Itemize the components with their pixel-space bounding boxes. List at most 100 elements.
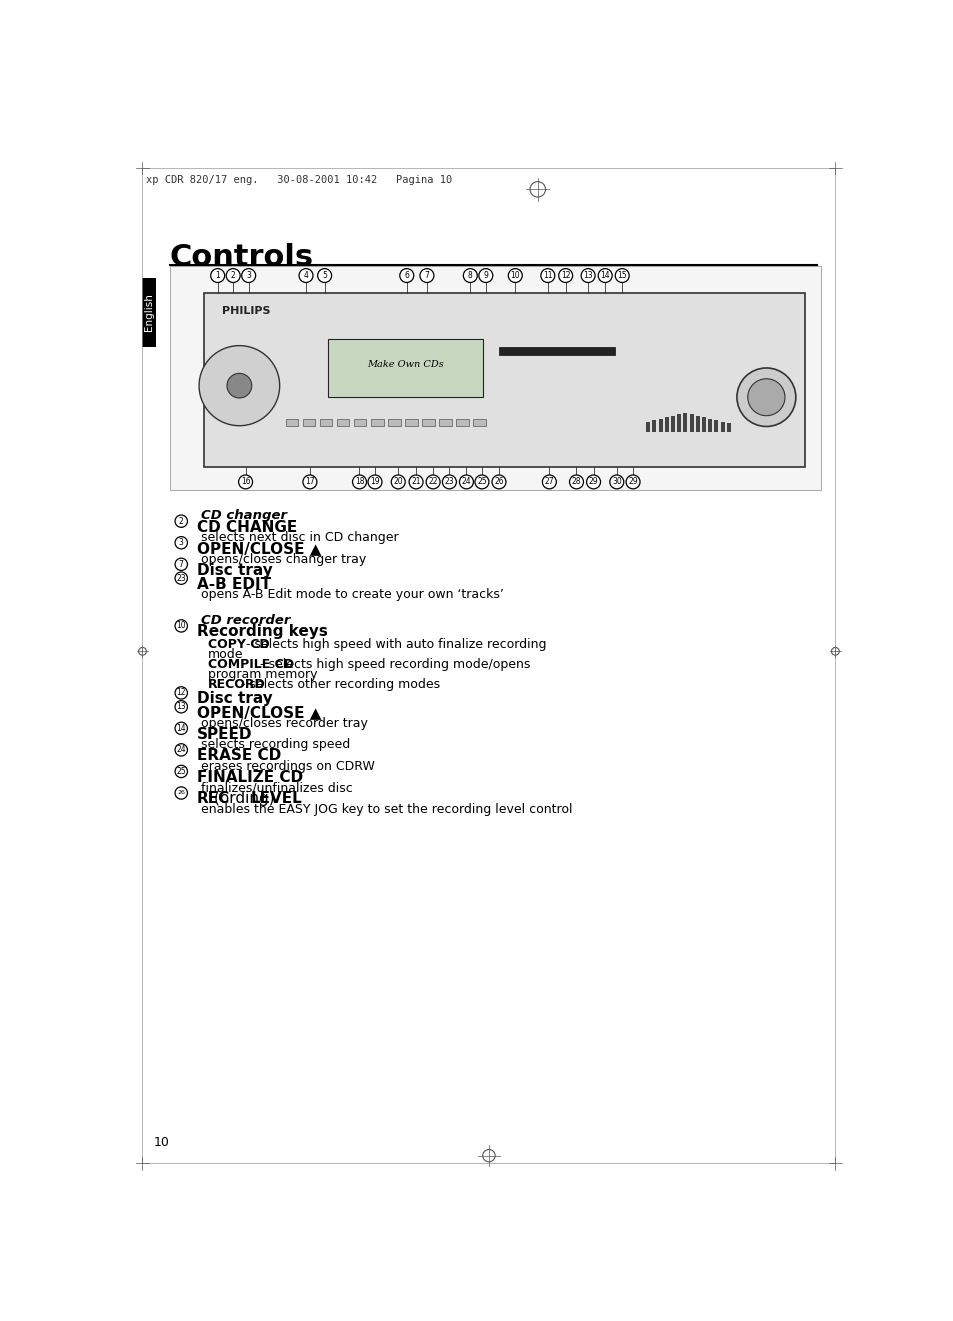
FancyBboxPatch shape	[286, 419, 298, 427]
Text: 23: 23	[444, 477, 454, 486]
FancyBboxPatch shape	[645, 421, 649, 432]
Text: 14: 14	[176, 724, 186, 733]
FancyBboxPatch shape	[405, 419, 417, 427]
FancyBboxPatch shape	[677, 415, 680, 432]
Text: enables the EASY JOG key to set the recording level control: enables the EASY JOG key to set the reco…	[200, 803, 572, 816]
Text: CD CHANGE: CD CHANGE	[196, 519, 296, 535]
Circle shape	[609, 476, 623, 489]
Text: 10: 10	[510, 271, 519, 280]
Text: opens/closes recorder tray: opens/closes recorder tray	[200, 717, 367, 729]
Text: 25: 25	[176, 768, 186, 775]
Circle shape	[399, 268, 414, 283]
Circle shape	[174, 744, 187, 756]
Text: 3: 3	[246, 271, 251, 280]
Text: 18: 18	[355, 477, 364, 486]
Circle shape	[174, 787, 187, 799]
Circle shape	[303, 476, 316, 489]
Text: SPEED: SPEED	[196, 727, 252, 742]
Circle shape	[226, 268, 240, 283]
Text: Recording keys: Recording keys	[196, 625, 327, 639]
Text: 13: 13	[176, 703, 186, 711]
Circle shape	[317, 268, 332, 283]
FancyBboxPatch shape	[707, 419, 711, 432]
Circle shape	[409, 476, 422, 489]
Text: OPEN/CLOSE ▲: OPEN/CLOSE ▲	[196, 542, 321, 556]
Text: 27: 27	[544, 477, 554, 486]
Text: 13: 13	[582, 271, 593, 280]
Circle shape	[199, 346, 279, 425]
Text: 7: 7	[424, 271, 429, 280]
Circle shape	[368, 476, 381, 489]
Circle shape	[747, 379, 784, 416]
Text: opens A-B Edit mode to create your own ‘tracks’: opens A-B Edit mode to create your own ‘…	[200, 588, 503, 601]
Circle shape	[540, 268, 555, 283]
Text: LEVEL: LEVEL	[251, 791, 302, 806]
Circle shape	[508, 268, 521, 283]
Text: 2: 2	[178, 517, 183, 526]
Circle shape	[558, 268, 572, 283]
Circle shape	[174, 723, 187, 734]
Text: 5: 5	[322, 271, 327, 280]
Text: REC: REC	[196, 791, 230, 806]
Circle shape	[736, 369, 795, 427]
FancyBboxPatch shape	[319, 419, 332, 427]
FancyBboxPatch shape	[670, 416, 674, 432]
Text: selects recording speed: selects recording speed	[200, 738, 350, 752]
Circle shape	[174, 572, 187, 584]
Text: English: English	[144, 293, 154, 332]
Text: 29: 29	[628, 477, 638, 486]
Circle shape	[211, 268, 224, 283]
Circle shape	[542, 476, 556, 489]
Circle shape	[174, 765, 187, 778]
Text: 10: 10	[176, 621, 186, 630]
Text: - selects high speed with auto finalize recording: - selects high speed with auto finalize …	[242, 638, 546, 651]
Text: Controls: Controls	[170, 243, 314, 272]
Circle shape	[492, 476, 505, 489]
Circle shape	[227, 374, 252, 398]
Text: 11: 11	[542, 271, 552, 280]
Circle shape	[174, 700, 187, 713]
Circle shape	[174, 620, 187, 631]
Text: Disc tray: Disc tray	[196, 691, 273, 707]
Text: Disc tray: Disc tray	[196, 563, 273, 577]
Text: OPEN/CLOSE ▲: OPEN/CLOSE ▲	[196, 705, 321, 720]
Circle shape	[615, 268, 629, 283]
Circle shape	[586, 476, 599, 489]
Text: 30: 30	[611, 477, 621, 486]
Text: - selects high speed recording mode/opens: - selects high speed recording mode/open…	[256, 658, 530, 671]
Text: 16: 16	[240, 477, 250, 486]
Circle shape	[625, 476, 639, 489]
Text: 28: 28	[571, 477, 580, 486]
Text: 12: 12	[560, 271, 570, 280]
FancyBboxPatch shape	[388, 419, 400, 427]
FancyBboxPatch shape	[354, 419, 366, 427]
FancyBboxPatch shape	[714, 420, 718, 432]
FancyBboxPatch shape	[682, 412, 686, 432]
Text: ERASE CD: ERASE CD	[196, 748, 281, 764]
Circle shape	[598, 268, 612, 283]
Text: 20: 20	[393, 477, 402, 486]
FancyBboxPatch shape	[720, 421, 723, 432]
Text: CD recorder: CD recorder	[200, 613, 290, 626]
FancyBboxPatch shape	[456, 419, 468, 427]
FancyBboxPatch shape	[652, 420, 656, 432]
Text: 10: 10	[154, 1136, 170, 1149]
Text: 29: 29	[588, 477, 598, 486]
Text: 24: 24	[176, 745, 186, 754]
Circle shape	[475, 476, 488, 489]
Circle shape	[238, 476, 253, 489]
Circle shape	[459, 476, 473, 489]
Circle shape	[174, 559, 187, 571]
Text: mode: mode	[208, 649, 244, 662]
FancyBboxPatch shape	[498, 347, 615, 355]
FancyBboxPatch shape	[701, 417, 705, 432]
Text: COMPILE CD: COMPILE CD	[208, 658, 294, 671]
Text: Make Own CDs: Make Own CDs	[367, 361, 444, 370]
FancyBboxPatch shape	[726, 424, 730, 432]
FancyBboxPatch shape	[658, 419, 661, 432]
Circle shape	[463, 268, 476, 283]
FancyBboxPatch shape	[473, 419, 485, 427]
FancyBboxPatch shape	[422, 419, 435, 427]
Text: 9: 9	[483, 271, 488, 280]
Text: 24: 24	[461, 477, 471, 486]
